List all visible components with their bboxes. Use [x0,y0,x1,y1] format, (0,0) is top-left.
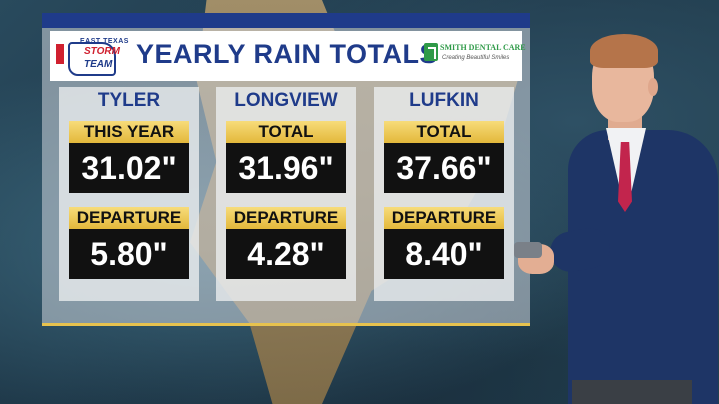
total-value: 31.02" [69,143,189,193]
city-column-longview: LONGVIEW TOTAL 31.96" DEPARTURE 4.28" [216,87,356,301]
total-value: 37.66" [384,143,504,193]
presenter-tie [618,142,632,212]
departure-value: 4.28" [226,229,346,279]
departure-label: DEPARTURE [226,207,346,229]
total-label: TOTAL [384,121,504,143]
sponsor-name: SMITH DENTAL CARE [440,43,526,52]
presenter-figure [510,30,719,404]
departure-value: 8.40" [384,229,504,279]
sponsor-mark-icon [424,43,438,61]
presenter-ear [648,78,658,96]
city-name: LONGVIEW [234,90,338,111]
page-title: YEARLY RAIN TOTALS [136,39,439,69]
presenter-hair [590,34,658,68]
city-name: LUFKIN [409,90,479,111]
clicker-icon [514,242,542,258]
sponsor-logo: SMITH DENTAL CARE Creating Beautiful Smi… [424,41,526,71]
panel-header: EAST TEXAS STORM TEAM YEARLY RAIN TOTALS… [50,31,526,81]
total-value: 31.96" [226,143,346,193]
city-column-tyler: TYLER THIS YEAR 31.02" DEPARTURE 5.80" [59,87,199,301]
rain-totals-panel: EAST TEXAS STORM TEAM YEARLY RAIN TOTALS… [42,13,530,326]
logo-line-1: EAST TEXAS [80,38,129,45]
departure-label: DEPARTURE [69,207,189,229]
storm-team-logo: EAST TEXAS STORM TEAM [56,36,132,76]
presenter-belt [572,380,692,404]
departure-label: DEPARTURE [384,207,504,229]
departure-value: 5.80" [69,229,189,279]
texas-outline-icon [68,42,116,76]
logo-flag-icon [56,44,64,64]
logo-line-2: STORM [84,46,120,57]
city-column-lufkin: LUFKIN TOTAL 37.66" DEPARTURE 8.40" [374,87,514,301]
logo-line-3: TEAM [84,59,113,70]
total-label: THIS YEAR [69,121,189,143]
sponsor-tagline: Creating Beautiful Smiles [442,55,510,61]
city-name: TYLER [97,90,161,111]
panel-top-bar [42,13,530,28]
total-label: TOTAL [226,121,346,143]
